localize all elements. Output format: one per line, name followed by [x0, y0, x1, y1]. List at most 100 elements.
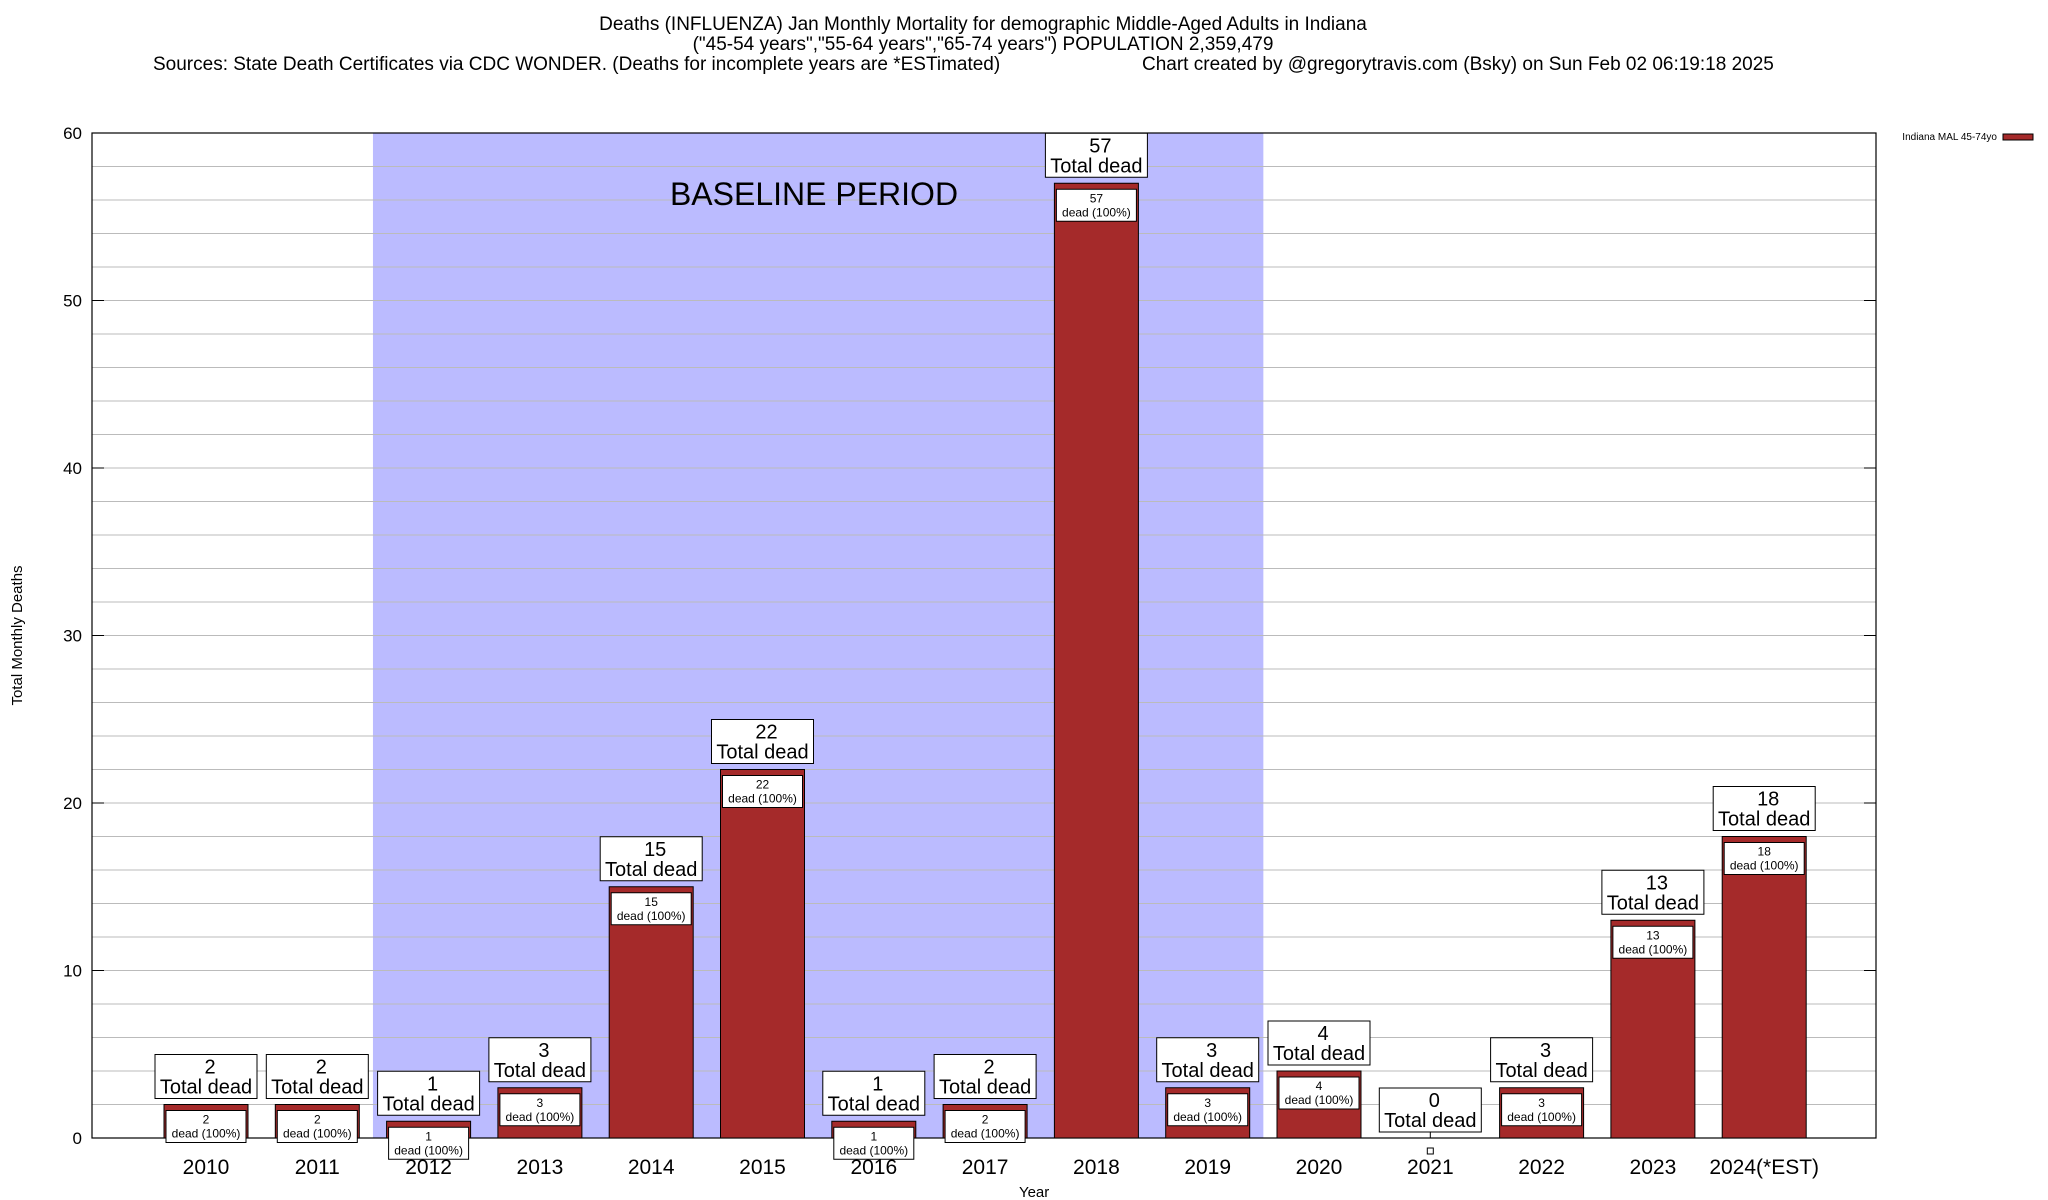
- bar-total-value: 2: [316, 1057, 327, 1079]
- bar-inner-label: dead (100%): [1507, 1110, 1576, 1124]
- bar-total-value: 57: [1089, 135, 1111, 157]
- bar-total-label: Total dead: [382, 1093, 474, 1115]
- bar-total-label-box: [822, 1070, 926, 1116]
- bar-inner-label: dead (100%): [839, 1143, 908, 1157]
- bar-total-label-box: [1267, 1020, 1371, 1066]
- bar-inner-label-box: [1612, 925, 1694, 959]
- bar-total-label-box: [154, 1054, 258, 1099]
- x-tick-label: 2021: [1407, 1156, 1454, 1179]
- bar-inner-value: 2: [982, 1113, 989, 1127]
- legend-label: Indiana MAL 45-74yo: [1902, 132, 1997, 143]
- bar-inner-value: 2: [203, 1113, 210, 1127]
- bar-inner-label-box: [276, 1110, 358, 1143]
- bar-inner-value: 4: [1316, 1079, 1323, 1093]
- x-tick-label: 2022: [1518, 1156, 1565, 1179]
- x-tick-label: 2013: [517, 1156, 564, 1179]
- bar-total-label: Total dead: [605, 859, 697, 881]
- bar-inner-label-box: [388, 1126, 470, 1160]
- bar-total-value: 1: [427, 1073, 438, 1095]
- y-tick-label: 0: [73, 1129, 82, 1148]
- bar-inner-value: 1: [425, 1129, 432, 1143]
- bar-total-label: Total dead: [1607, 892, 1699, 914]
- bar-inner-label: dead (100%): [1285, 1093, 1354, 1107]
- bar-inner-value: 1: [870, 1129, 877, 1143]
- x-tick-label: 2014: [628, 1156, 675, 1179]
- x-tick-label: 2020: [1296, 1156, 1343, 1179]
- bar-total-label-box: [1601, 869, 1705, 915]
- x-tick-label: 2016: [850, 1156, 897, 1179]
- bar-inner-label: dead (100%): [394, 1143, 463, 1157]
- y-tick-label: 30: [63, 627, 82, 646]
- bar-total-label: Total dead: [494, 1060, 586, 1082]
- bar-total-value: 3: [1540, 1040, 1551, 1062]
- bar-inner-value: 15: [645, 895, 659, 909]
- bar-total-label: Total dead: [1495, 1060, 1587, 1082]
- bar-total-value: 13: [1646, 872, 1668, 894]
- bar-total-label: Total dead: [1162, 1060, 1254, 1082]
- bar-inner-label-box: [165, 1110, 247, 1143]
- bar-inner-value: 13: [1646, 928, 1660, 942]
- x-tick-label: 2012: [405, 1156, 452, 1179]
- bar-total-label: Total dead: [160, 1077, 252, 1099]
- bar-total-value: 18: [1757, 789, 1779, 811]
- bar-inner-label: dead (100%): [951, 1127, 1020, 1141]
- chart-subtitle: ("45-54 years","55-64 years","65-74 year…: [692, 34, 1274, 55]
- x-tick-label: 2011: [295, 1156, 340, 1179]
- chart-sources: Sources: State Death Certificates via CD…: [153, 54, 1001, 75]
- bar-inner-label: dead (100%): [506, 1110, 575, 1124]
- x-tick-label: 2023: [1630, 1156, 1677, 1179]
- bar-inner-label-box: [499, 1093, 581, 1127]
- bar-total-value: 2: [984, 1057, 995, 1079]
- chart-credit: Chart created by @gregorytravis.com (Bsk…: [1142, 54, 1774, 75]
- x-tick-label: 2017: [962, 1156, 1009, 1179]
- bar-total-label-box: [1044, 132, 1148, 178]
- bar-inner-label-box: [1055, 188, 1137, 222]
- bar-inner-label-box: [1167, 1093, 1249, 1127]
- x-tick-label: 2019: [1184, 1156, 1231, 1179]
- bar-total-label: Total dead: [716, 742, 808, 764]
- y-tick-label: 50: [63, 292, 82, 311]
- bar-total-value: 22: [755, 722, 777, 744]
- bar-inner-label-box: [610, 892, 692, 926]
- bar-total-label: Total dead: [1273, 1043, 1365, 1065]
- bar-inner-value: 57: [1090, 191, 1104, 205]
- bar-total-value: 3: [538, 1040, 549, 1062]
- y-tick-label: 20: [63, 794, 82, 813]
- bar-inner-label-box: [1723, 842, 1805, 875]
- bar-total-value: 4: [1317, 1023, 1328, 1045]
- bar-total-value: 3: [1206, 1040, 1217, 1062]
- x-axis-label: Year: [1019, 1184, 1049, 1200]
- bar-inner-label: dead (100%): [728, 792, 797, 806]
- bar-inner-label-box: [833, 1126, 915, 1160]
- x-tick-label: 2018: [1073, 1156, 1120, 1179]
- bar: [1053, 182, 1139, 1139]
- bar-inner-label: dead (100%): [617, 909, 686, 923]
- chart-title: Deaths (INFLUENZA) Jan Monthly Mortality…: [599, 14, 1367, 35]
- bar-total-label: Total dead: [1050, 155, 1142, 177]
- bar-inner-label-box: [722, 775, 803, 808]
- bar: [720, 769, 805, 1139]
- bar-inner-value: 22: [756, 778, 770, 792]
- bar-inner-label: dead (100%): [1619, 942, 1688, 956]
- bar-inner-label: dead (100%): [283, 1127, 352, 1141]
- x-tick-label: 2024(*EST): [1709, 1156, 1819, 1179]
- bar-total-value: 15: [644, 839, 666, 861]
- x-tick-label: 2010: [183, 1156, 230, 1179]
- y-tick-label: 60: [63, 124, 82, 143]
- legend-swatch: [2002, 133, 2034, 141]
- bar-total-label-box: [933, 1054, 1037, 1099]
- bar-zero-marker: [1426, 1147, 1434, 1155]
- bar-total-label: Total dead: [1718, 809, 1810, 831]
- bar-total-label-box: [1712, 786, 1816, 831]
- x-tick-label: 2015: [739, 1156, 786, 1179]
- bar-total-label-box: [1490, 1037, 1594, 1083]
- bar-total-label-box: [377, 1070, 481, 1116]
- bar-total-label-box: [1378, 1087, 1482, 1133]
- bar-inner-value: 18: [1758, 845, 1772, 859]
- bar-total-label: Total dead: [939, 1077, 1031, 1099]
- bar-total-label: Total dead: [828, 1093, 920, 1115]
- bar-inner-value: 3: [1538, 1096, 1545, 1110]
- bar-total-label-box: [711, 719, 814, 764]
- bar-total-value: 1: [872, 1073, 883, 1095]
- bar-inner-value: 3: [1204, 1096, 1211, 1110]
